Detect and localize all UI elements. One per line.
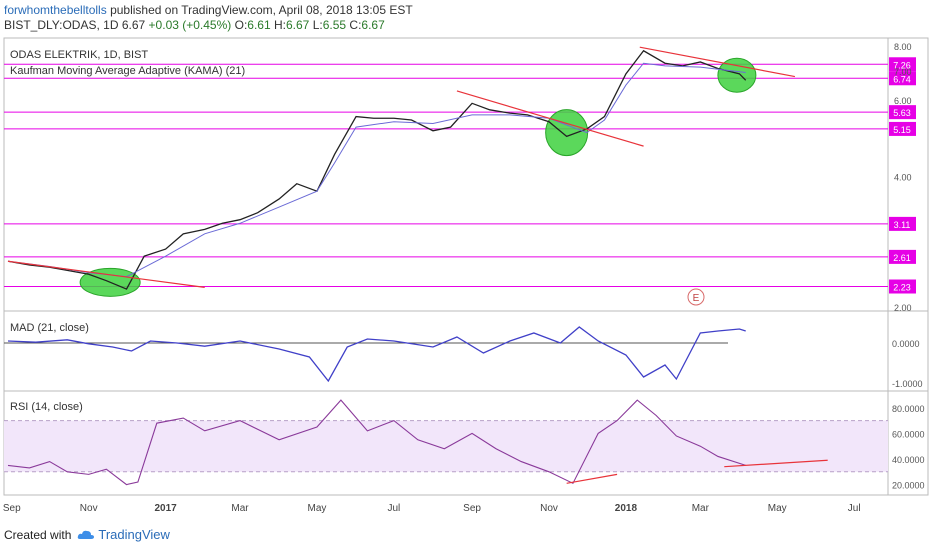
level-label: 5.15 [893,125,911,135]
level-tag [889,71,916,86]
high-label: H: [274,18,286,32]
time-tick-label: Mar [231,503,249,514]
trend-line [456,90,644,147]
price-tick-label: 6.00 [894,96,912,106]
level-tag [889,216,916,231]
price-change: +0.03 (+0.45%) [148,18,232,32]
mad-tick-label: -1.0000 [892,379,923,389]
open-label: O: [234,18,248,32]
price-tick-label: 8.00 [894,42,912,52]
time-tick-label: 2018 [615,503,638,514]
close-value: 6.67 [361,18,385,32]
brand-name: TradingView [98,527,170,542]
price-tick-label: 7.00 [894,67,912,77]
rsi-trend-line [724,459,828,468]
level-tag [889,279,916,294]
rsi-trend-line [566,473,618,484]
trend-line [639,46,796,78]
rsi-tick-label: 60.0000 [892,429,925,439]
time-tick-label: Sep [3,503,21,514]
time-tick-label: Nov [540,503,558,514]
author-link[interactable]: forwhomthebelltolls [4,3,107,17]
time-tick-label: May [768,503,787,514]
level-label: 6.74 [893,74,911,84]
publish-line: forwhomthebelltolls published on Trading… [4,3,413,17]
low-value: 6.55 [322,18,347,32]
level-tag [889,105,916,120]
footer: Created with TradingView [4,527,170,542]
cloud-icon [78,530,95,539]
tradingview-logo[interactable]: TradingView [77,527,170,542]
price-line [7,49,747,290]
price-tick-label: 4.00 [894,173,912,183]
rsi-band [4,420,888,472]
time-tick-label: Jul [848,503,861,514]
publish-info: published on TradingView.com, April 08, … [110,3,413,17]
earnings-marker[interactable]: E [687,288,705,306]
level-label: 2.61 [893,253,911,263]
highlight-ellipse [545,109,589,157]
main-pane-title: ODAS ELEKTRIK, 1D, BIST [10,49,148,61]
level-tag [889,121,916,136]
trend-line [7,260,205,288]
kama-line [7,62,746,278]
rsi-pane-title: RSI (14, close) [10,401,83,413]
mad-pane-title: MAD (21, close) [10,322,89,334]
level-tag [889,57,916,72]
rsi-line [7,399,746,486]
time-tick-label: Mar [692,503,710,514]
close-label: C: [349,18,362,32]
rsi-tick-label: 20.0000 [892,481,925,491]
time-tick-label: 2017 [155,503,178,514]
time-tick-label: Nov [80,503,98,514]
level-label: 7.26 [893,60,911,70]
rsi-tick-label: 80.0000 [892,404,925,414]
rsi-tick-label: 40.0000 [892,455,925,465]
highlight-ellipse [717,57,757,93]
earnings-label: E [693,293,700,304]
mad-tick-label: 0.0000 [892,339,920,349]
time-tick-label: Jul [387,503,400,514]
low-label: L: [312,18,323,32]
high-value: 6.67 [286,18,310,32]
level-label: 2.23 [893,283,911,293]
price-tick-label: 2.00 [894,303,912,313]
symbol-name: BIST_DLY:ODAS, 1D [4,18,119,32]
created-with-label: Created with [4,527,72,542]
last-price: 6.67 [121,18,146,32]
symbol-line: BIST_DLY:ODAS, 1D 6.67 +0.03 (+0.45%) O:… [4,18,385,32]
mad-line [7,326,746,383]
time-tick-label: May [308,503,327,514]
level-label: 3.11 [894,220,911,230]
time-tick-label: Sep [463,503,481,514]
kama-legend: Kaufman Moving Average Adaptive (KAMA) (… [10,65,245,77]
level-label: 5.63 [893,108,911,118]
chart-frame [3,37,929,496]
open-value: 6.61 [247,18,271,32]
level-tag [889,249,916,264]
